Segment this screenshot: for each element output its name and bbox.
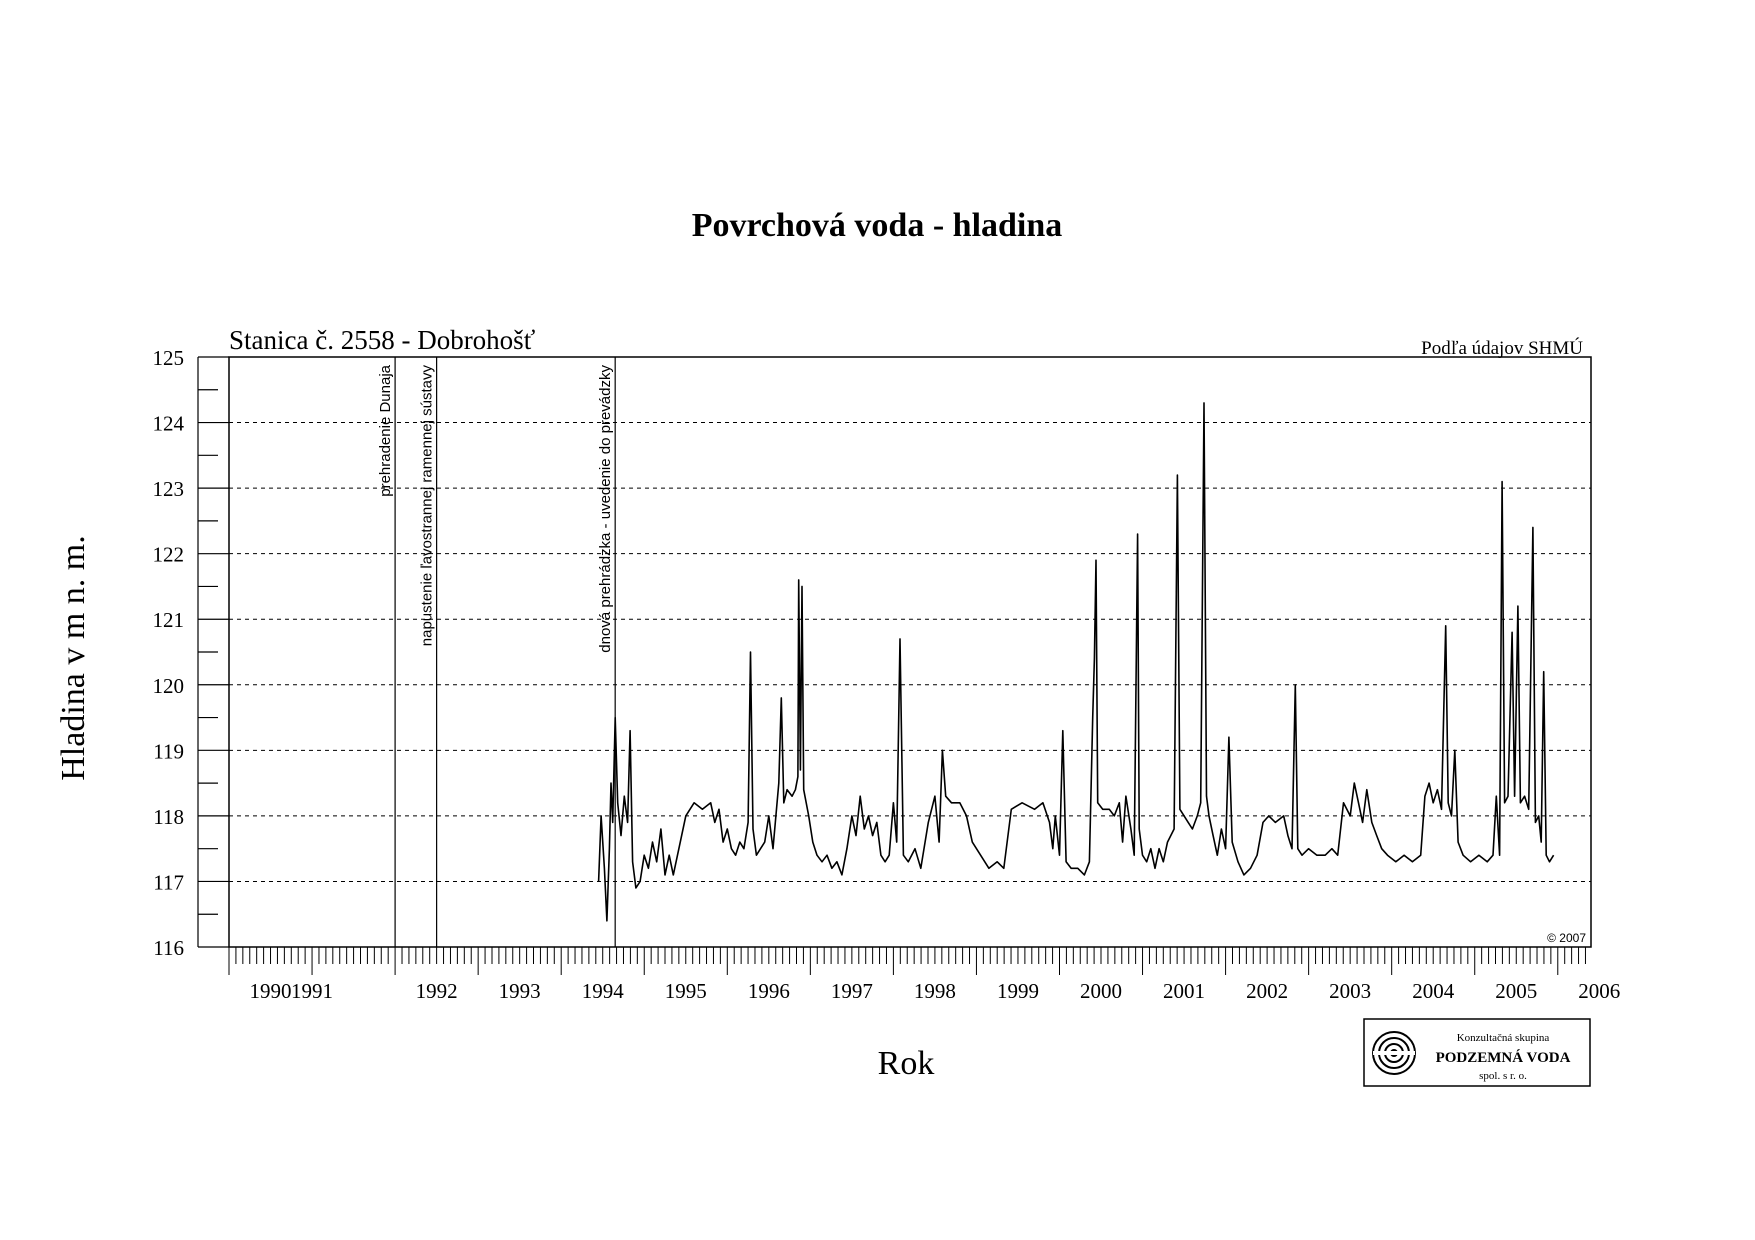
company-logo: Konzultačná skupina PODZEMNÁ VODA spol. …	[1363, 1018, 1591, 1087]
x-tick-label: 1991	[291, 979, 333, 1003]
event-markers: prehradenie Dunaja napustenie ľavostranne…	[377, 357, 616, 947]
logo-line-3: spol. s r. o.	[1479, 1070, 1527, 1082]
copyright-note: © 2007	[1547, 931, 1586, 945]
y-tick-label: 120	[153, 674, 185, 698]
y-tick-label: 117	[153, 870, 184, 894]
x-tick-label: 2000	[1080, 979, 1122, 1003]
y-axis: 116 117 118 119 120 121 122 123 124 125	[153, 346, 229, 960]
y-axis-label: Hladina v m n. m.	[55, 535, 92, 781]
grid	[229, 422, 1591, 882]
event-label: napustenie ľavostrannej ramennej sústavy	[419, 365, 436, 647]
x-axis-label: Rok	[878, 1045, 935, 1082]
source-note: Podľa údajov SHMÚ	[1421, 337, 1583, 359]
logo-line-1: Konzultačná skupina	[1457, 1032, 1550, 1044]
y-tick-label: 118	[153, 805, 184, 829]
logo-line-2: PODZEMNÁ VODA	[1436, 1049, 1571, 1066]
event-label: dnová prehrádzka - uvedenie do prevádzky	[597, 365, 614, 653]
x-tick-label: 1999	[997, 979, 1039, 1003]
series-line	[597, 402, 1555, 922]
x-tick-label: 2001	[1163, 979, 1205, 1003]
x-tick-label: 1997	[831, 979, 873, 1003]
x-tick-label: 1993	[499, 979, 541, 1003]
x-tick-label: 2003	[1329, 979, 1371, 1003]
station-label: Stanica č. 2558 - Dobrohošť	[229, 325, 536, 355]
y-tick-label: 121	[153, 608, 185, 632]
x-tick-label: 1996	[748, 979, 790, 1003]
logo-icon	[1372, 1031, 1416, 1075]
y-tick-label: 124	[153, 412, 185, 436]
x-tick-label: 1990	[250, 979, 292, 1003]
x-tick-label: 1998	[914, 979, 956, 1003]
x-tick-label: 2002	[1246, 979, 1288, 1003]
y-tick-label: 116	[153, 936, 184, 960]
x-axis: 1990 1991 1992 1993 1994 1995 1996 1997 1998 1999…	[228, 947, 1620, 1003]
event-label: prehradenie Dunaja	[377, 364, 394, 496]
x-tick-label: 1992	[416, 979, 458, 1003]
series	[597, 402, 1555, 922]
x-tick-label: 2006	[1578, 979, 1620, 1003]
plot-frame	[228, 356, 1592, 948]
x-tick-label: 1994	[582, 979, 625, 1003]
y-tick-label: 123	[153, 477, 185, 501]
x-tick-label: 1995	[665, 979, 707, 1003]
x-tick-label: 2005	[1495, 979, 1537, 1003]
y-tick-label: 125	[153, 346, 185, 370]
y-tick-label: 119	[153, 739, 184, 763]
chart-title: Povrchová voda - hladina	[692, 207, 1063, 244]
x-tick-label: 2004	[1412, 979, 1455, 1003]
y-tick-label: 122	[153, 543, 185, 567]
